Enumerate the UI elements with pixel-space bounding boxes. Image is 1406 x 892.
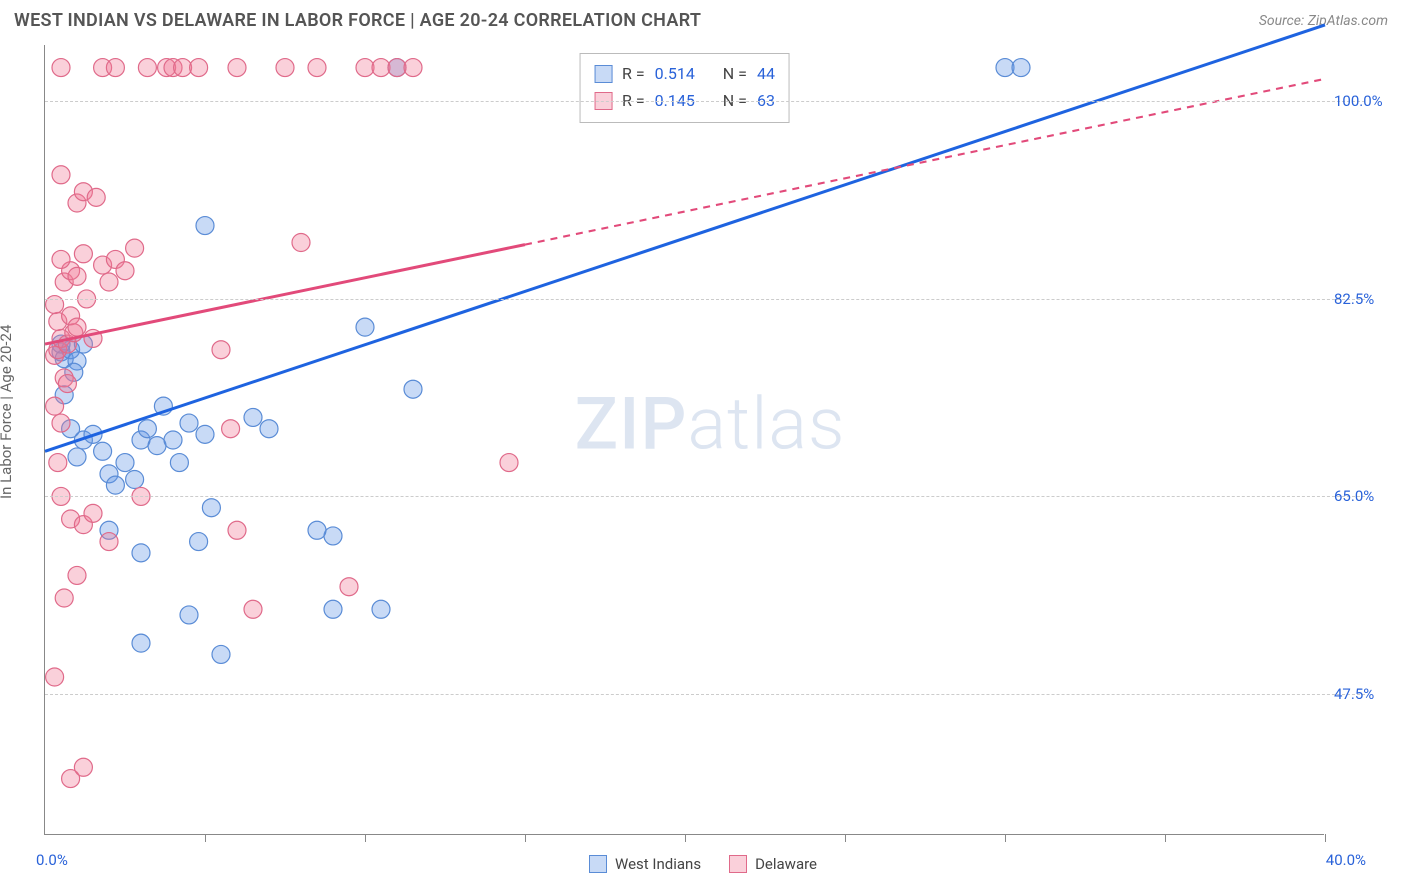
legend-label-2: Delaware (755, 855, 817, 873)
legend-swatch-2 (729, 855, 747, 873)
scatter-svg (45, 45, 1324, 834)
x-min-label: 0.0% (36, 851, 68, 869)
r-value-1: 0.514 (655, 60, 695, 87)
swatch-series-1 (594, 65, 612, 83)
legend-label-1: West Indians (615, 855, 701, 873)
n-label: N = (723, 60, 747, 87)
legend-swatch-1 (589, 855, 607, 873)
legend: West Indians Delaware (589, 855, 817, 873)
stats-box: R = 0.514 N = 44 R = 0.145 N = 63 (579, 53, 790, 123)
y-tick-label: 47.5% (1334, 685, 1400, 703)
y-tick-label: 100.0% (1334, 92, 1400, 110)
plot-area: ZIPatlas R = 0.514 N = 44 R = 0.145 N = … (44, 45, 1324, 835)
y-tick-label: 82.5% (1334, 290, 1400, 308)
x-max-label: 40.0% (1326, 851, 1366, 869)
chart-container: In Labor Force | Age 20-24 ZIPatlas R = … (0, 37, 1406, 877)
n-value-1: 44 (757, 60, 775, 87)
chart-title: WEST INDIAN VS DELAWARE IN LABOR FORCE |… (14, 10, 701, 31)
r-label: R = (622, 60, 645, 87)
y-tick-label: 65.0% (1334, 487, 1400, 505)
legend-item-2: Delaware (729, 855, 817, 873)
legend-item-1: West Indians (589, 855, 701, 873)
y-axis-label: In Labor Force | Age 20-24 (0, 325, 15, 499)
stats-row-1: R = 0.514 N = 44 (594, 60, 775, 87)
